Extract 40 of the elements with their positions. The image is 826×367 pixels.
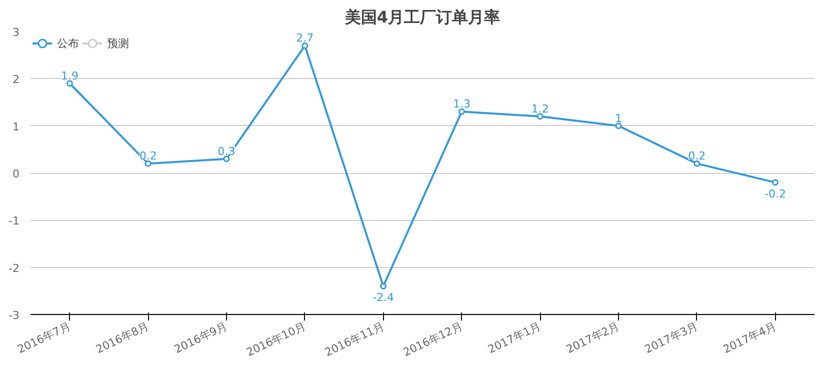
legend-label: 预测 [107, 36, 129, 50]
data-label: -2.4 [372, 291, 394, 304]
y-tick-label: 3 [12, 26, 20, 39]
x-tick-label: 2017年1月 [486, 320, 543, 356]
point [694, 160, 700, 167]
x-tick-label: 2016年7月 [16, 320, 73, 356]
point [380, 282, 387, 290]
data-label: 0.3 [218, 144, 236, 158]
point [772, 179, 779, 186]
point [458, 108, 465, 115]
x-tick-label: 2016年9月 [172, 320, 230, 356]
point [615, 122, 622, 130]
y-tick-label: -1 [8, 214, 20, 228]
point [144, 160, 152, 167]
x-tick-label: 2016年11月 [322, 320, 386, 360]
point [223, 156, 230, 162]
legend-label: 公布 [57, 36, 79, 50]
x-tick-label: 2017年4月 [721, 320, 778, 356]
x-tick-label: 2017年3月 [642, 320, 700, 356]
y-tick-label: 0 [12, 168, 20, 180]
data-label: 1.3 [452, 98, 470, 111]
y-tick-label: 1 [12, 120, 20, 134]
y-tick-label: 2 [12, 73, 20, 86]
x-tick-label: 2017年2月 [564, 320, 622, 356]
x-tick-label: 2016年10月 [244, 320, 308, 360]
data-label: 1 [615, 112, 622, 125]
y-tick-label: -2 [8, 262, 20, 275]
data-label: 0.2 [688, 150, 706, 163]
point [302, 42, 308, 49]
data-label: 1.2 [531, 102, 549, 116]
x-tick-label: 2016年8月 [94, 320, 151, 356]
data-label: 1.9 [60, 69, 78, 82]
chart-title: 美国4月工厂订单月率 [344, 8, 500, 26]
data-label: 2.7 [296, 32, 314, 45]
x-tick-label: 2016年12月 [401, 320, 465, 360]
y-tick-label: -3 [8, 309, 20, 322]
data-label: -0.2 [764, 187, 786, 200]
data-label: 0.2 [139, 150, 157, 163]
point [536, 113, 544, 120]
point [66, 80, 73, 87]
